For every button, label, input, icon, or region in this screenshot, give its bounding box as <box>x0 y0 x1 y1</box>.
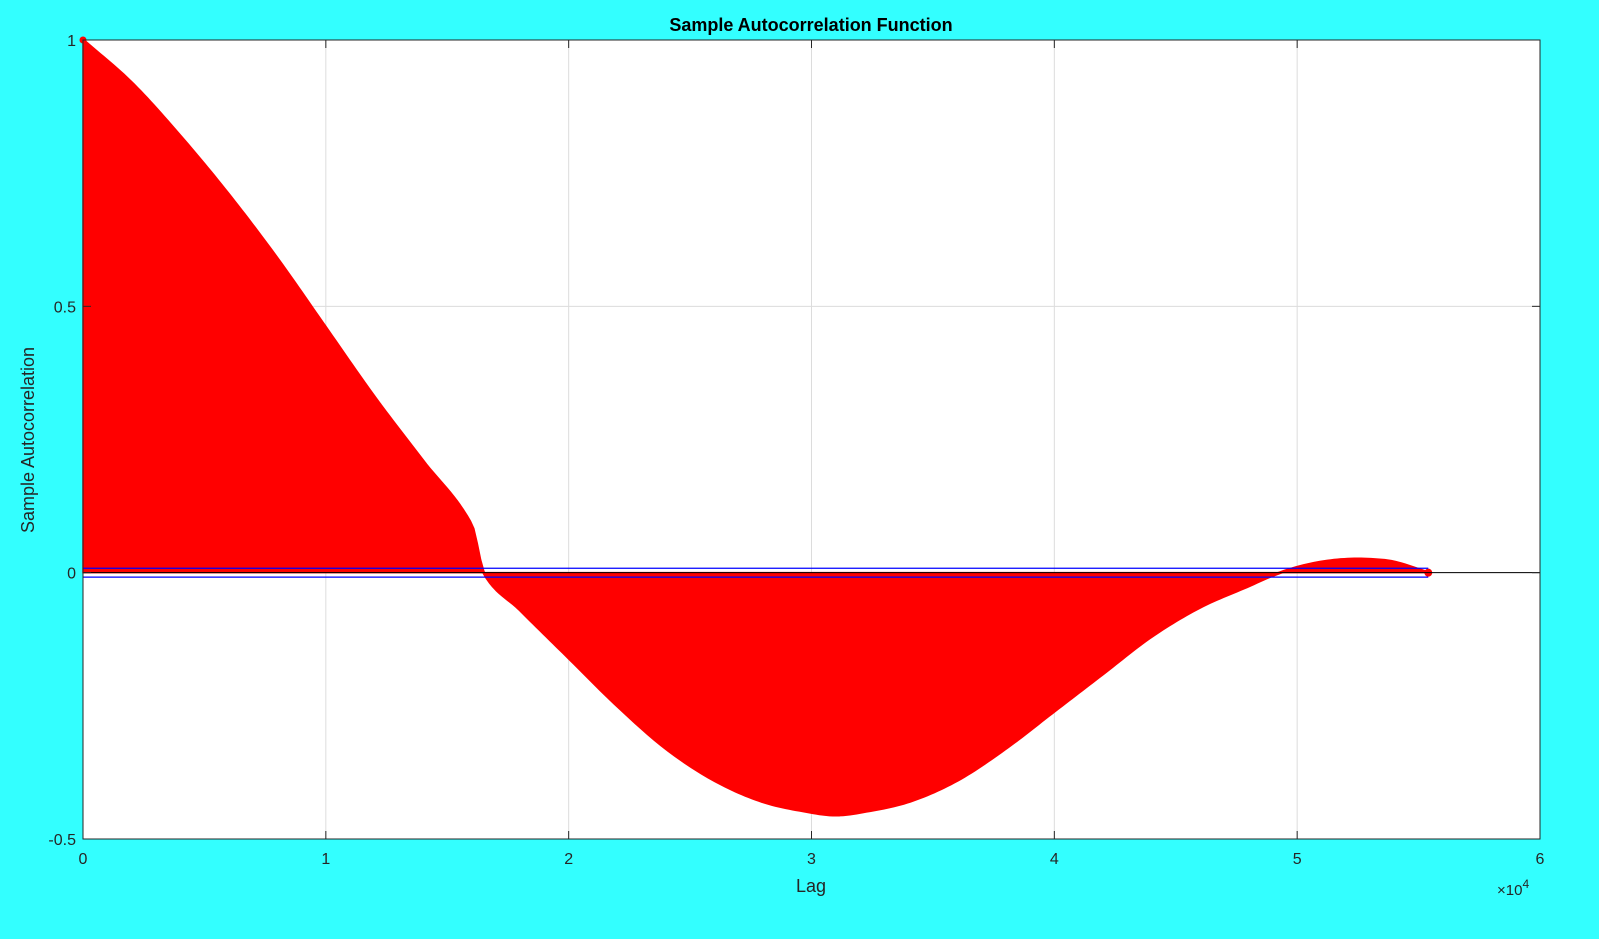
x-exponent-power: 4 <box>1522 877 1529 891</box>
y-tick-label: 0.5 <box>54 299 76 316</box>
x-exponent-label: ×104 <box>1497 877 1529 899</box>
x-tick-labels: 0 1 2 3 4 5 6 <box>79 851 1545 868</box>
y-tick-labels: -0.5 0 0.5 1 <box>48 33 76 849</box>
confidence-bounds <box>83 567 1429 578</box>
y-axis-label: Sample Autocorrelation <box>18 347 38 533</box>
y-tick-label: -0.5 <box>48 832 76 849</box>
x-tick-label: 3 <box>807 851 816 868</box>
chart-title: Sample Autocorrelation Function <box>669 15 952 35</box>
x-tick-label: 1 <box>321 851 330 868</box>
y-tick-label: 0 <box>67 566 76 583</box>
x-tick-label: 5 <box>1293 851 1302 868</box>
y-tick-label: 1 <box>67 33 76 50</box>
x-axis-label: Lag <box>796 876 826 896</box>
acf-stem-markers <box>82 38 1429 817</box>
x-tick-label: 6 <box>1536 851 1545 868</box>
x-tick-label: 2 <box>564 851 573 868</box>
x-tick-label: 4 <box>1050 851 1059 868</box>
x-exponent-base: ×10 <box>1497 882 1522 899</box>
tick-marks <box>82 39 1541 840</box>
x-tick-label: 0 <box>79 851 88 868</box>
